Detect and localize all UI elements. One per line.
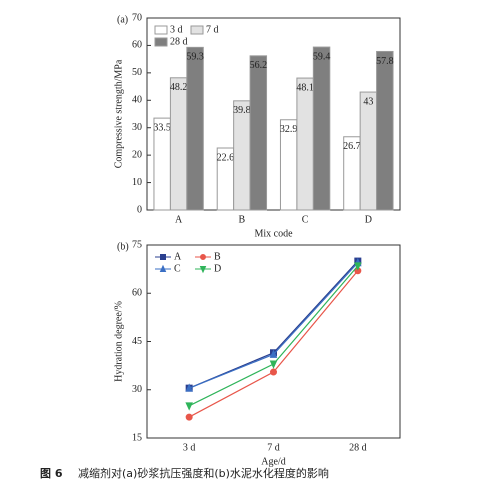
y-axis-label: Compressive strength/MPa <box>113 59 124 168</box>
data-label: 57.8 <box>376 56 394 67</box>
y-tick-label: 75 <box>132 239 142 250</box>
y-tick-label: 50 <box>132 67 142 78</box>
x-tick-label: 7 d <box>267 442 280 453</box>
data-label: 59.3 <box>186 52 204 63</box>
bar <box>296 77 314 211</box>
y-tick-label: 20 <box>132 149 142 160</box>
legend-swatch <box>154 37 168 47</box>
marker <box>185 402 193 411</box>
x-tick-label: C <box>302 214 309 225</box>
marker <box>354 262 362 271</box>
marker <box>269 360 278 369</box>
data-label: 59.4 <box>313 51 331 62</box>
y-tick-label: 60 <box>132 40 142 51</box>
x-axis-label: Age/d <box>261 456 285 467</box>
marker <box>270 368 277 376</box>
caption-label: 图 6 <box>40 467 63 480</box>
data-label: 32.9 <box>280 124 298 135</box>
line <box>188 265 359 407</box>
legend-label: 28 d <box>170 36 188 47</box>
bar <box>249 55 268 211</box>
data-label: 48.2 <box>170 82 188 93</box>
legend-label: D <box>214 263 221 274</box>
legend-marker <box>199 266 207 274</box>
marker <box>185 413 193 421</box>
legend-label: B <box>214 251 221 262</box>
bar <box>376 50 394 211</box>
x-tick-label: A <box>175 214 183 225</box>
y-axis-label: Hydration degree/% <box>113 301 124 382</box>
bar <box>359 91 378 211</box>
y-tick-label: 0 <box>137 204 142 215</box>
legend-swatch <box>154 25 168 35</box>
panel-label: (b) <box>117 241 129 252</box>
data-label: 26.7 <box>343 141 361 152</box>
x-axis-label: Mix code <box>254 228 293 239</box>
legend-label: 3 d <box>170 24 183 35</box>
y-tick-label: 45 <box>132 336 142 347</box>
x-tick-label: 28 d <box>349 442 367 453</box>
y-tick-label: 30 <box>132 384 142 395</box>
data-label: 39.8 <box>233 105 251 116</box>
data-label: 43 <box>363 96 373 107</box>
data-label: 33.5 <box>153 122 171 133</box>
bar <box>312 46 331 211</box>
bar <box>186 46 204 211</box>
bar <box>233 100 251 211</box>
y-tick-label: 15 <box>132 432 142 443</box>
x-tick-label: D <box>365 214 372 225</box>
y-tick-label: 30 <box>132 122 142 133</box>
legend-marker <box>160 254 166 260</box>
legend-label: 7 d <box>206 24 219 35</box>
plot-frame <box>146 244 401 439</box>
data-label: 22.6 <box>217 152 235 163</box>
marker <box>185 383 193 392</box>
caption-text: 减缩剂对(a)砂浆抗压强度和(b)水泥水化程度的影响 <box>78 466 329 480</box>
line <box>188 270 359 418</box>
legend-label: A <box>174 251 182 262</box>
plot-frame <box>146 17 401 211</box>
legend-marker <box>200 254 206 260</box>
x-tick-label: 3 d <box>183 442 196 453</box>
legend-label: C <box>174 263 181 274</box>
y-tick-label: 40 <box>132 95 142 106</box>
y-tick-label: 70 <box>132 12 142 23</box>
data-label: 48.1 <box>296 82 314 93</box>
marker <box>269 349 278 358</box>
legend-marker <box>159 264 167 272</box>
y-tick-label: 60 <box>132 288 142 299</box>
legend-swatch <box>190 25 204 35</box>
x-tick-label: B <box>239 214 246 225</box>
panel-label: (a) <box>117 14 128 25</box>
data-label: 56.2 <box>250 60 268 71</box>
bar <box>169 77 188 211</box>
y-tick-label: 10 <box>132 177 142 188</box>
